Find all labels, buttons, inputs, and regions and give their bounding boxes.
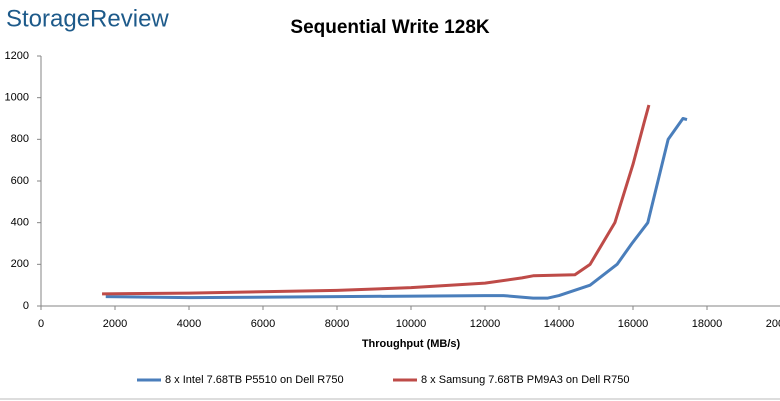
x-tick-label: 6000 (251, 318, 275, 330)
x-axis-label: Throughput (MB/s) (362, 338, 461, 350)
y-tick-label: 1000 (5, 92, 29, 104)
x-tick-label: 0 (38, 318, 44, 330)
x-tick-label: 16000 (618, 318, 649, 330)
y-tick-label: 400 (11, 217, 29, 229)
y-tick-label: 800 (11, 133, 29, 145)
y-tick-label: 1200 (5, 50, 29, 62)
x-tick-label: 10000 (396, 318, 427, 330)
y-tick-label: 600 (11, 175, 29, 187)
x-tick-label: 18000 (692, 318, 723, 330)
x-tick-label: 14000 (544, 318, 575, 330)
chart-title: Sequential Write 128K (290, 17, 489, 38)
x-tick-label: 20000 (766, 318, 780, 330)
logo: StorageReview (6, 5, 169, 32)
legend-label: 8 x Samsung 7.68TB PM9A3 on Dell R750 (421, 374, 630, 386)
x-tick-label: 2000 (103, 318, 127, 330)
series-line (105, 117, 688, 300)
series-line (102, 104, 651, 296)
legend-label: 8 x Intel 7.68TB P5510 on Dell R750 (165, 374, 344, 386)
y-tick-label: 200 (11, 258, 29, 270)
x-tick-label: 4000 (177, 318, 201, 330)
x-tick-label: 12000 (470, 318, 501, 330)
y-tick-label: 0 (23, 300, 29, 312)
x-tick-label: 8000 (325, 318, 349, 330)
